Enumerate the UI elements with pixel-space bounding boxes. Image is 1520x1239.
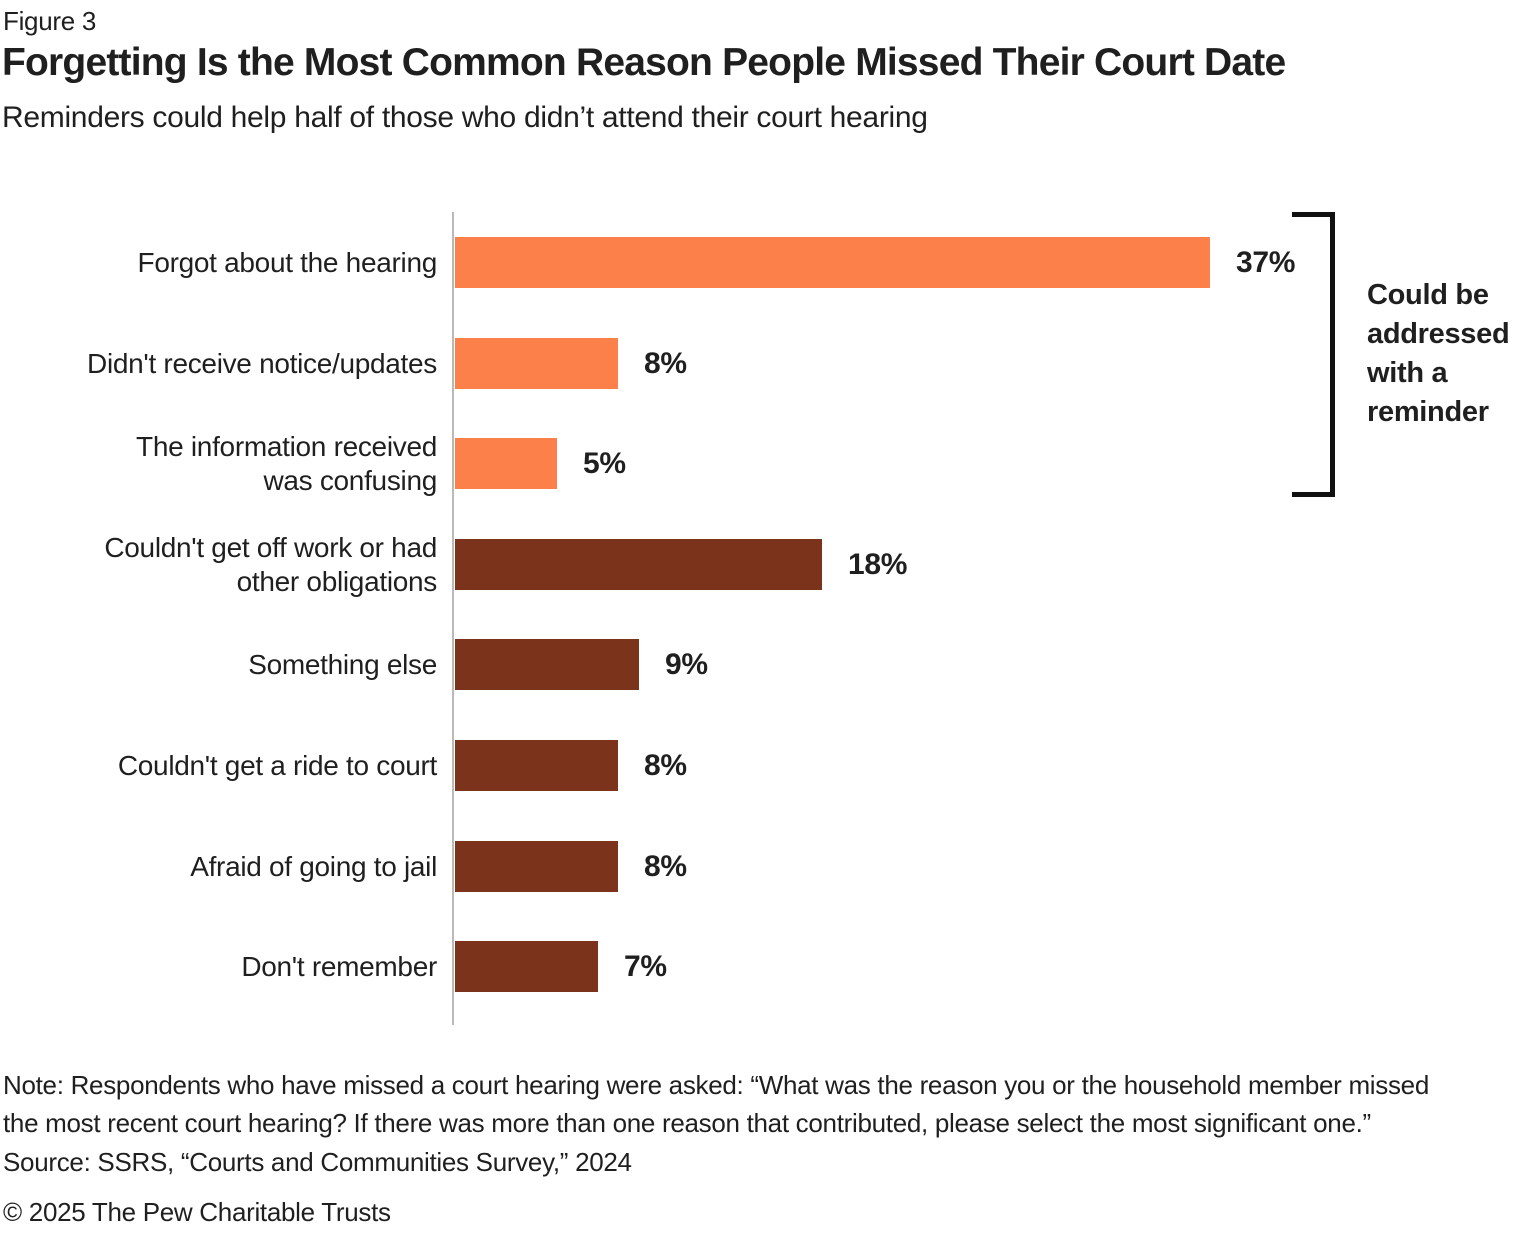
bar: [455, 941, 598, 992]
category-label: The information received was confusing: [136, 430, 437, 496]
bar: [455, 338, 618, 389]
category-label: Couldn't get a ride to court: [117, 749, 437, 781]
chart-note: Note: Respondents who have missed a cour…: [3, 1066, 1517, 1142]
reminder-bracket: [1292, 212, 1335, 497]
category-label: Didn't receive notice/updates: [87, 347, 437, 379]
category-label: Couldn't get off work or had other oblig…: [104, 531, 437, 597]
chart-subtitle: Reminders could help half of those who d…: [2, 101, 928, 134]
bar: [455, 237, 1210, 288]
bar: [455, 841, 618, 892]
bar: [455, 539, 822, 590]
value-label: 9%: [665, 647, 708, 681]
value-label: 5%: [583, 446, 626, 480]
value-label: 18%: [848, 547, 908, 581]
value-label: 37%: [1236, 245, 1296, 279]
horizontal-bar-chart: Forgot about the hearing 37% Didn't receiv…: [0, 212, 1520, 1025]
reminder-bracket-label: Could be addressed with a reminder: [1367, 279, 1510, 428]
category-label: Something else: [248, 648, 437, 680]
bar: [455, 438, 557, 489]
value-label: 8%: [644, 346, 687, 380]
category-label: Don't remember: [241, 950, 437, 982]
chart-note-line-2: the most recent court hearing? If there …: [3, 1108, 1371, 1138]
value-label: 8%: [644, 849, 687, 883]
chart-title: Forgetting Is the Most Common Reason Peo…: [2, 41, 1286, 84]
bar: [455, 740, 618, 791]
chart-copyright: © 2025 The Pew Charitable Trusts: [3, 1197, 391, 1227]
value-label: 8%: [644, 748, 687, 782]
y-axis-line: [452, 212, 454, 1025]
value-label: 7%: [624, 949, 667, 983]
chart-note-line-1: Note: Respondents who have missed a cour…: [3, 1070, 1430, 1100]
category-label: Forgot about the hearing: [137, 246, 438, 278]
category-label: Afraid of going to jail: [190, 850, 437, 882]
figure-number-label: Figure 3: [3, 6, 96, 36]
chart-source: Source: SSRS, “Courts and Communities Su…: [3, 1147, 632, 1177]
bar: [455, 639, 639, 690]
